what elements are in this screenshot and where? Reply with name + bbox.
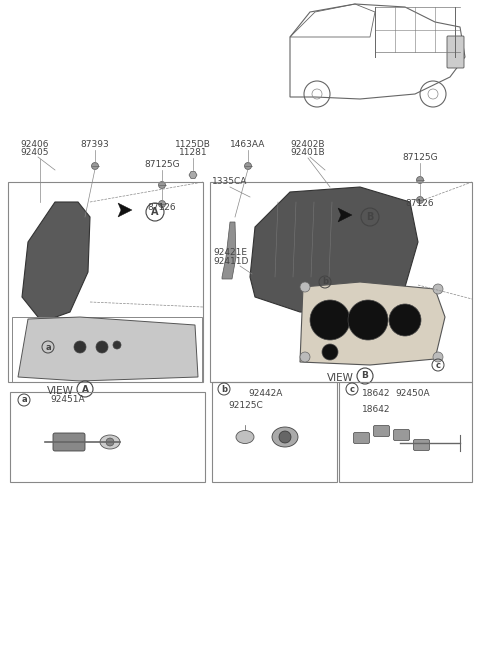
FancyBboxPatch shape xyxy=(413,440,430,451)
Circle shape xyxy=(322,344,338,360)
Circle shape xyxy=(244,162,252,170)
Text: 18642: 18642 xyxy=(362,405,391,413)
Polygon shape xyxy=(338,208,352,222)
Circle shape xyxy=(417,177,423,183)
Text: 92406: 92406 xyxy=(21,140,49,149)
Text: B: B xyxy=(366,212,374,222)
Circle shape xyxy=(310,300,350,340)
Circle shape xyxy=(279,431,291,443)
FancyBboxPatch shape xyxy=(373,426,389,436)
Text: 92442A: 92442A xyxy=(248,388,282,397)
Circle shape xyxy=(106,438,114,446)
Circle shape xyxy=(417,196,423,204)
Text: 92411D: 92411D xyxy=(213,257,248,266)
Circle shape xyxy=(113,341,121,349)
Text: VIEW: VIEW xyxy=(326,373,353,383)
Bar xyxy=(210,182,472,382)
Text: 92125C: 92125C xyxy=(228,401,263,409)
Polygon shape xyxy=(18,317,198,381)
Text: b: b xyxy=(322,277,328,286)
Circle shape xyxy=(300,352,310,362)
Text: a: a xyxy=(21,396,27,405)
FancyBboxPatch shape xyxy=(394,430,409,440)
Text: 11281: 11281 xyxy=(179,148,207,157)
Bar xyxy=(12,317,202,382)
Circle shape xyxy=(348,300,388,340)
Bar xyxy=(212,382,337,482)
Bar xyxy=(339,382,472,482)
Circle shape xyxy=(158,181,166,189)
Text: 1335CA: 1335CA xyxy=(212,177,248,186)
Text: 87393: 87393 xyxy=(81,140,109,149)
Text: a: a xyxy=(45,342,51,351)
Bar xyxy=(10,392,205,482)
Bar xyxy=(8,182,203,382)
Text: 18642: 18642 xyxy=(362,388,391,397)
Text: 87126: 87126 xyxy=(148,203,176,212)
Text: A: A xyxy=(82,384,88,394)
Circle shape xyxy=(389,304,421,336)
Text: 92421E: 92421E xyxy=(213,248,247,257)
Circle shape xyxy=(96,341,108,353)
Text: VIEW: VIEW xyxy=(47,386,73,396)
Polygon shape xyxy=(300,282,445,365)
Polygon shape xyxy=(22,202,90,322)
Polygon shape xyxy=(118,203,132,217)
Text: 1463AA: 1463AA xyxy=(230,140,266,149)
FancyBboxPatch shape xyxy=(53,433,85,451)
Circle shape xyxy=(300,282,310,292)
Circle shape xyxy=(158,200,166,208)
Text: B: B xyxy=(361,371,369,380)
Text: c: c xyxy=(349,384,355,394)
Text: 92401B: 92401B xyxy=(291,148,325,157)
Text: 92405: 92405 xyxy=(21,148,49,157)
Circle shape xyxy=(433,352,443,362)
Text: 92402B: 92402B xyxy=(291,140,325,149)
Circle shape xyxy=(433,284,443,294)
Ellipse shape xyxy=(100,435,120,449)
Text: 87125G: 87125G xyxy=(402,153,438,162)
Polygon shape xyxy=(189,171,197,179)
Ellipse shape xyxy=(236,430,254,443)
Text: 92451A: 92451A xyxy=(50,394,84,403)
Text: 1125DB: 1125DB xyxy=(175,140,211,149)
Polygon shape xyxy=(250,187,418,312)
FancyBboxPatch shape xyxy=(447,36,464,68)
Text: 87126: 87126 xyxy=(406,199,434,208)
Circle shape xyxy=(92,162,98,170)
Ellipse shape xyxy=(272,427,298,447)
FancyBboxPatch shape xyxy=(353,432,370,443)
Text: b: b xyxy=(221,384,227,394)
Text: c: c xyxy=(435,361,441,369)
Circle shape xyxy=(74,341,86,353)
Text: 92450A: 92450A xyxy=(395,388,430,397)
Text: 87125G: 87125G xyxy=(144,160,180,169)
Polygon shape xyxy=(222,222,236,279)
Text: A: A xyxy=(151,207,159,217)
